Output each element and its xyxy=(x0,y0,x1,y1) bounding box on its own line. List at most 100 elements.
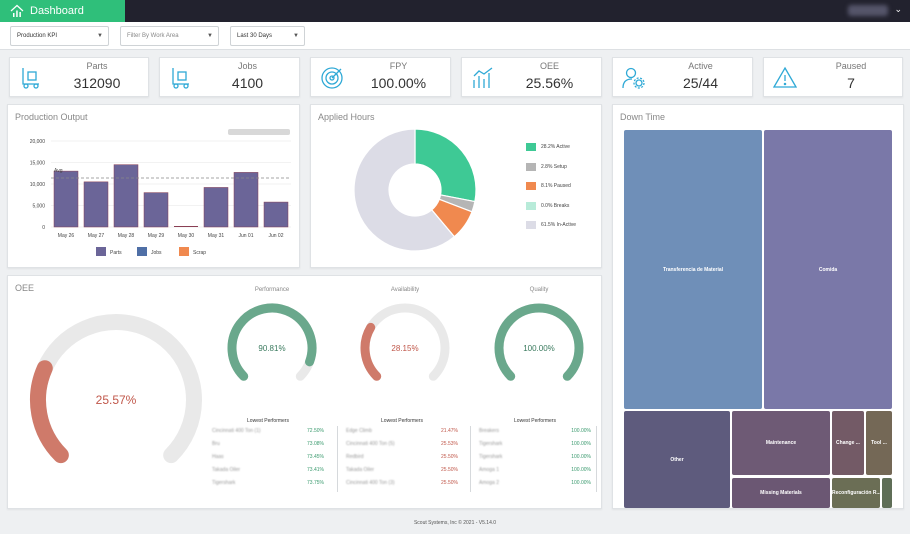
treemap-tile-label: Other xyxy=(670,456,684,463)
list-item[interactable]: Cincinnati 400 Ton (3) 25.50% xyxy=(346,480,466,493)
x-tick-label: May 26 xyxy=(58,233,75,239)
chart-scroll-handle[interactable] xyxy=(228,129,290,135)
gauge-performance-value-arc[interactable] xyxy=(227,303,317,381)
lowest-performers-title: Lowest Performers xyxy=(381,418,423,424)
kpi-label: Paused xyxy=(835,61,867,71)
list-item[interactable]: Tigershark 100.00% xyxy=(479,454,599,467)
machine-name: Cincinnati 400 Ton (1) xyxy=(212,428,261,434)
kpi-card-paused[interactable]: Paused 7 xyxy=(763,57,903,97)
bar-parts[interactable] xyxy=(53,170,79,228)
kpi-value: 100.00% xyxy=(370,75,427,91)
list-item[interactable]: Bru 73.08% xyxy=(212,441,332,454)
gauge-availability-value-arc[interactable] xyxy=(360,322,382,381)
chevron-down-icon[interactable]: ⌄ xyxy=(894,4,902,14)
bar-parts[interactable] xyxy=(203,187,229,228)
machine-value: 100.00% xyxy=(571,428,591,434)
caret-down-icon: ▼ xyxy=(293,33,299,39)
donut-slice-active[interactable] xyxy=(414,128,477,203)
production-kpi-select[interactable]: Production KPI ▼ xyxy=(10,26,109,46)
treemap-tile[interactable] xyxy=(882,478,892,508)
bar-parts[interactable] xyxy=(263,201,289,228)
work-area-select[interactable]: Filter By Work Area ▼ xyxy=(120,26,219,46)
gauge-title: Quality xyxy=(530,287,549,293)
x-tick-label: May 31 xyxy=(208,233,225,239)
treemap-tile[interactable] xyxy=(624,411,730,508)
y-tick-label: 20,000 xyxy=(30,139,46,145)
panel-title: Down Time xyxy=(620,112,666,122)
lowest-performers-list: Edge Climb 21.47% Cincinnati 400 Ton (5) 25… xyxy=(346,428,466,493)
machine-name: Edge Climb xyxy=(346,428,372,434)
bar-parts[interactable] xyxy=(83,181,109,228)
kpi-card-jobs[interactable]: Jobs 4100 xyxy=(159,57,300,97)
x-tick-label: May 29 xyxy=(148,233,165,239)
dashboard-nav-button[interactable]: Dashboard xyxy=(0,0,125,22)
bar-parts[interactable] xyxy=(233,172,259,228)
gauge-value-label: 100.00% xyxy=(523,344,555,353)
kpi-card-oee[interactable]: OEE 25.56% xyxy=(461,57,602,97)
list-item[interactable]: Amoga 1 100.00% xyxy=(479,467,599,480)
kpi-card-active[interactable]: Active 25/44 xyxy=(612,57,753,97)
legend-item-active[interactable]: 28.2% Active xyxy=(526,142,576,162)
treemap-tile[interactable] xyxy=(832,411,864,475)
treemap-tile[interactable] xyxy=(732,411,830,475)
treemap-tile[interactable] xyxy=(764,130,892,409)
treemap-tile[interactable] xyxy=(832,478,880,508)
treemap-tile[interactable] xyxy=(624,130,762,409)
list-item[interactable]: Amoga 2 100.00% xyxy=(479,480,599,493)
panel-title: Production Output xyxy=(15,112,88,122)
legend-pct: 61.5% xyxy=(541,222,557,228)
lowest-performers-list: Cincinnati 400 Ton (1) 72.50% Bru 73.08% Haa… xyxy=(212,428,332,493)
list-item[interactable]: Cincinnati 400 Ton (5) 25.53% xyxy=(346,441,466,454)
donut-slice-in-active[interactable] xyxy=(353,128,456,252)
machine-name: Cincinnati 400 Ton (5) xyxy=(346,441,395,447)
gauge-quality-value-arc[interactable] xyxy=(494,303,584,381)
gauge-title: Availability xyxy=(391,287,419,293)
gauge-title: Performance xyxy=(255,287,290,293)
machine-value: 100.00% xyxy=(571,467,591,473)
machine-name: Takada Oiler xyxy=(212,467,241,473)
legend-swatch xyxy=(137,247,147,256)
forklift-icon xyxy=(22,68,39,89)
list-item[interactable]: Redbird 25.50% xyxy=(346,454,466,467)
legend-label: Paused xyxy=(553,183,571,189)
caret-down-icon: ▼ xyxy=(207,33,213,39)
gauge-value-label: 90.81% xyxy=(258,344,285,353)
list-item[interactable]: Tigershark 100.00% xyxy=(479,441,599,454)
machine-value: 100.00% xyxy=(571,441,591,447)
legend-pct: 0.0% xyxy=(541,202,554,209)
kpi-value: 7 xyxy=(847,75,855,91)
legend-item-in-active[interactable]: 61.5% In-Active xyxy=(526,220,576,240)
list-item[interactable]: Takada Oiler 25.50% xyxy=(346,467,466,480)
list-item[interactable]: Cincinnati 400 Ton (1) 72.50% xyxy=(212,428,332,441)
applied-hours-panel: Applied Hours 28.2% Active 2.8% Setup 8.1%… xyxy=(310,104,602,268)
kpi-card-fpy[interactable]: FPY 100.00% xyxy=(310,57,451,97)
treemap-tile[interactable] xyxy=(732,478,830,508)
machine-value: 100.00% xyxy=(571,454,591,460)
list-item[interactable]: Tigershark 73.75% xyxy=(212,480,332,493)
bar-parts[interactable] xyxy=(113,164,139,228)
legend-label: Active xyxy=(556,144,570,150)
list-item[interactable]: Breakers 100.00% xyxy=(479,428,599,441)
user-name[interactable] xyxy=(848,5,888,16)
bar-parts[interactable] xyxy=(143,192,169,228)
legend-swatch xyxy=(526,143,536,151)
overall-oee-value-arc[interactable] xyxy=(30,360,69,464)
filter-bar: Production KPI ▼ Filter By Work Area ▼ L… xyxy=(0,22,910,50)
top-bar: Dashboard ⌄ xyxy=(0,0,910,22)
machine-name: Tigershark xyxy=(479,454,503,460)
date-range-select[interactable]: Last 30 Days ▼ xyxy=(230,26,305,46)
kpi-value: 25/44 xyxy=(682,75,719,91)
legend-item-breaks[interactable]: 0.0% Breaks xyxy=(526,201,576,221)
legend-item-paused[interactable]: 8.1% Paused xyxy=(526,181,576,201)
kpi-card-parts[interactable]: Parts 312090 xyxy=(9,57,149,97)
x-tick-label: May 27 xyxy=(88,233,105,239)
kpi-label: OEE xyxy=(539,61,559,71)
treemap-tile[interactable] xyxy=(866,411,892,475)
legend-item-setup[interactable]: 2.8% Setup xyxy=(526,162,576,182)
list-item[interactable]: Edge Climb 21.47% xyxy=(346,428,466,441)
machine-name: Bru xyxy=(212,441,220,447)
y-tick-label: 10,000 xyxy=(30,182,46,188)
x-tick-label: May 30 xyxy=(178,233,195,239)
list-item[interactable]: Haas 73.45% xyxy=(212,454,332,467)
list-item[interactable]: Takada Oiler 73.41% xyxy=(212,467,332,480)
